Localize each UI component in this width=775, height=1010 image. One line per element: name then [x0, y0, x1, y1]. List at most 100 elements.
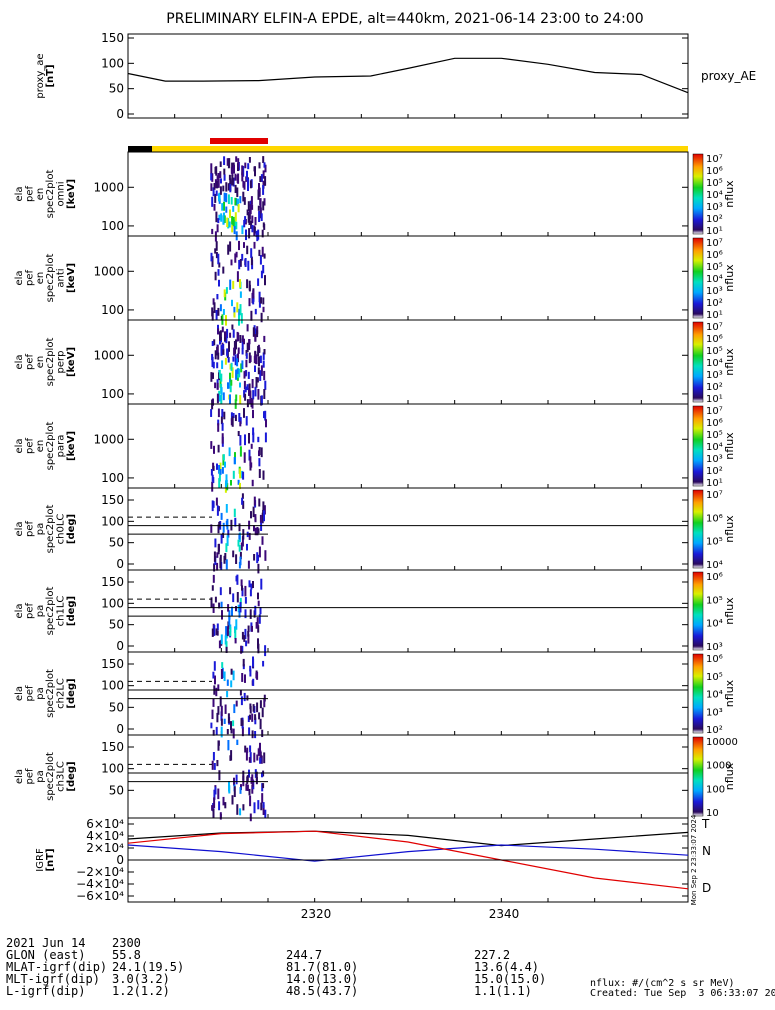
- spectrogram-cell: [216, 393, 219, 404]
- spectrogram-cell: [210, 163, 213, 175]
- spectrogram-cell: [261, 707, 264, 718]
- spectrogram-cell: [262, 660, 265, 667]
- y-axis-label-line: pef: [24, 603, 35, 620]
- y-tick-label: 50: [109, 783, 124, 797]
- spectrogram-cell: [263, 505, 266, 515]
- spectrogram-cell: [228, 447, 231, 457]
- spectrogram-cell: [219, 378, 222, 388]
- colorbar-tick-label: 10¹: [706, 310, 723, 321]
- spectrogram-cell: [234, 638, 237, 644]
- spectrogram-cell: [238, 308, 241, 317]
- spectrogram-cell: [248, 449, 251, 461]
- spectrogram-cell: [212, 752, 215, 761]
- spectrogram-cell: [222, 522, 225, 533]
- spectrogram-cell: [262, 185, 265, 195]
- y-tick-label: 150: [101, 493, 124, 507]
- spectrogram-cell: [237, 479, 240, 485]
- y-tick-label: 2×10⁴: [86, 841, 124, 855]
- spectrogram-cells: [210, 493, 267, 574]
- spectrogram-cell: [224, 553, 227, 561]
- spectrogram-cell: [231, 324, 234, 330]
- spectrogram-cell: [229, 178, 232, 185]
- spectrogram-cell: [217, 684, 220, 691]
- colorbar: [692, 405, 704, 487]
- colorbar: [692, 321, 704, 403]
- spectrogram-cell: [239, 482, 241, 490]
- x-tick-label: 2320: [301, 907, 332, 921]
- colorbar-title: nflux: [723, 180, 736, 208]
- spectrogram-cell: [246, 279, 249, 289]
- legend-t: T: [701, 817, 710, 831]
- spectrogram-cell: [254, 166, 256, 177]
- spectrogram-cell: [229, 372, 231, 380]
- spectrogram-cell: [213, 661, 216, 671]
- footer-cell: 24.1(19.5): [112, 960, 185, 974]
- footer-cell: 55.8: [112, 948, 141, 962]
- spectrogram-cell: [252, 293, 255, 305]
- spectrogram-cell: [239, 259, 242, 267]
- colorbar-tick-label: 10⁵: [706, 178, 723, 189]
- spectrogram-cell: [226, 626, 229, 635]
- spectrogram-cell: [230, 167, 233, 174]
- spectrogram-cell: [239, 808, 242, 816]
- spectrogram-cell: [241, 338, 244, 350]
- spectrogram-cell: [258, 356, 260, 367]
- spectrogram-cell: [253, 554, 256, 561]
- spectrogram-cell: [248, 433, 250, 444]
- spectrogram-cell: [259, 514, 262, 523]
- spectrogram-cell: [211, 341, 214, 347]
- spectrogram-cell: [240, 542, 243, 551]
- spectrogram-cell: [259, 750, 262, 758]
- spectrogram-cell: [236, 804, 239, 815]
- spectrogram-cell: [241, 493, 244, 499]
- y-axis-label-line: pef: [24, 438, 35, 455]
- spectrogram-cell: [247, 625, 250, 633]
- spectrogram-cell: [218, 262, 221, 268]
- spectrogram-cell: [229, 382, 232, 393]
- spectrogram-cell: [247, 163, 250, 170]
- colorbar-tick-label: 1000: [706, 761, 731, 772]
- colorbar: [692, 736, 704, 817]
- spectrogram-cell: [262, 802, 265, 809]
- spectrogram-cell: [259, 700, 262, 709]
- spectrogram-cell: [258, 614, 261, 624]
- spectrogram-cell: [229, 209, 231, 218]
- spectrogram-cell: [218, 279, 220, 287]
- footer-cell: 2021 Jun 14: [6, 936, 86, 950]
- spectrogram-cell: [225, 182, 228, 192]
- y-tick-label: 100: [101, 514, 124, 528]
- spectrogram-cell: [252, 432, 255, 443]
- spectrogram-cell: [255, 771, 258, 781]
- spectrogram-cell: [232, 413, 235, 419]
- spectrogram-cell: [239, 787, 242, 794]
- spectrogram-cell: [217, 706, 220, 715]
- y-tick-label: 150: [101, 657, 124, 671]
- footer-cell: 227.2: [474, 948, 511, 962]
- spectrogram-cell: [220, 601, 223, 609]
- spectrogram-cell: [227, 194, 230, 205]
- spectrogram-cell: [240, 645, 243, 654]
- y-tick-label: 1000: [93, 264, 124, 278]
- spectrogram-cell: [262, 770, 265, 777]
- colorbar-tick-label: 10²: [706, 725, 723, 736]
- spectrogram-cell: [257, 748, 260, 756]
- spectrogram-cell: [226, 217, 229, 228]
- spectrogram-cell: [228, 341, 230, 352]
- spectrogram-cell: [254, 514, 257, 521]
- colorbar-tick-label: 10¹: [706, 478, 723, 489]
- spectrogram-cell: [241, 673, 244, 682]
- spectrogram-cell: [224, 704, 227, 714]
- spectrogram-cell: [216, 630, 219, 636]
- spectrogram-cell: [249, 669, 252, 677]
- spectrogram-cell: [217, 524, 220, 534]
- spectrogram-cell: [254, 365, 256, 372]
- spectrogram-cell: [262, 297, 265, 305]
- spectrogram-cell: [239, 279, 241, 288]
- spectrogram-cell: [224, 461, 226, 468]
- spectrogram-cell: [250, 196, 253, 205]
- footer-cell: 81.7(81.0): [286, 960, 359, 974]
- spectrogram-cell: [252, 581, 254, 589]
- footer-cell: 15.0(15.0): [474, 972, 547, 986]
- colorbar-tick-label: 10⁶: [706, 513, 723, 524]
- y-tick-label: 0: [116, 107, 124, 121]
